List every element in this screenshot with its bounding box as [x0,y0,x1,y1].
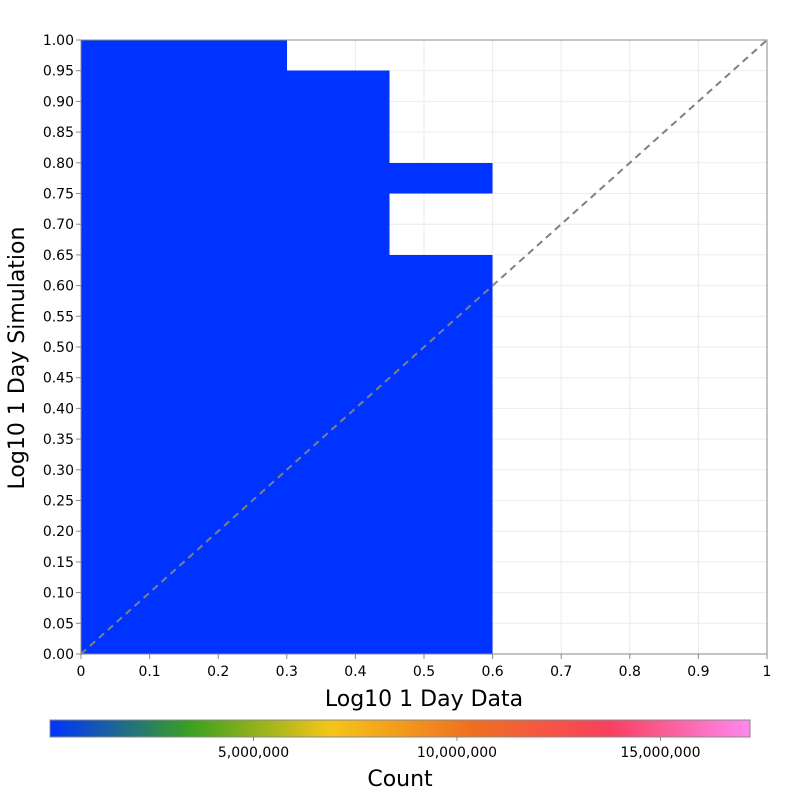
heatmap-cells [81,40,493,654]
y-axis-title: Log10 1 Day Simulation [5,227,30,490]
x-tick-label: 0.6 [481,664,503,680]
y-tick-label: 0.95 [43,64,74,80]
colorbar-tick-label: 15,000,000 [620,745,700,761]
y-tick-label: 0.50 [43,340,74,356]
y-tick-label: 0.20 [43,524,74,540]
y-tick-label: 0.80 [43,156,74,172]
x-tick-label: 0.4 [344,664,366,680]
y-tick-label: 0.15 [43,555,74,571]
x-tick-label: 0.8 [619,664,641,680]
y-tick-label: 0.40 [43,401,74,417]
y-tick-label: 0.30 [43,463,74,479]
y-tick-label: 0.55 [43,309,74,325]
y-tick-label: 0.75 [43,187,74,203]
x-axis-ticks: 0 0.1 0.2 0.3 0.4 0.5 0.6 0.7 0.8 0.9 1 [77,654,772,680]
y-tick-label: 0.70 [43,217,74,233]
x-tick-label: 1 [763,664,772,680]
y-tick-label: 0.85 [43,125,74,141]
x-tick-label: 0.5 [413,664,435,680]
colorbar-tick-label: 5,000,000 [218,745,289,761]
heatmap-cell [81,40,287,654]
y-tick-label: 0.60 [43,279,74,295]
colorbar-ticks: 5,000,000 10,000,000 15,000,000 [218,737,701,761]
x-tick-label: 0.2 [207,664,229,680]
x-tick-label: 0 [77,664,86,680]
y-tick-label: 0.90 [43,94,74,110]
y-tick-label: 0.35 [43,432,74,448]
x-axis-title: Log10 1 Day Data [325,687,523,712]
y-tick-label: 0.25 [43,494,74,510]
y-tick-label: 0.05 [43,616,74,632]
y-axis-ticks: 0.00 0.05 0.10 0.15 0.20 0.25 0.30 0.35 0.40 0.45… [43,33,81,663]
x-tick-label: 0.7 [550,664,572,680]
y-tick-label: 1.00 [43,33,74,49]
y-tick-label: 0.45 [43,371,74,387]
colorbar [49,719,751,738]
colorbar-title: Count [367,767,433,792]
heatmap-cell [389,254,493,654]
colorbar-tick-label: 10,000,000 [417,745,497,761]
heatmap-cell [286,70,390,654]
y-tick-label: 0.10 [43,586,74,602]
x-tick-label: 0.3 [276,664,298,680]
x-tick-label: 0.1 [138,664,160,680]
heatmap-cell [389,162,493,194]
reference-diagonal-line [80,39,768,655]
x-tick-label: 0.9 [687,664,709,680]
y-tick-label: 0.65 [43,248,74,264]
y-tick-label: 0.00 [43,647,74,663]
